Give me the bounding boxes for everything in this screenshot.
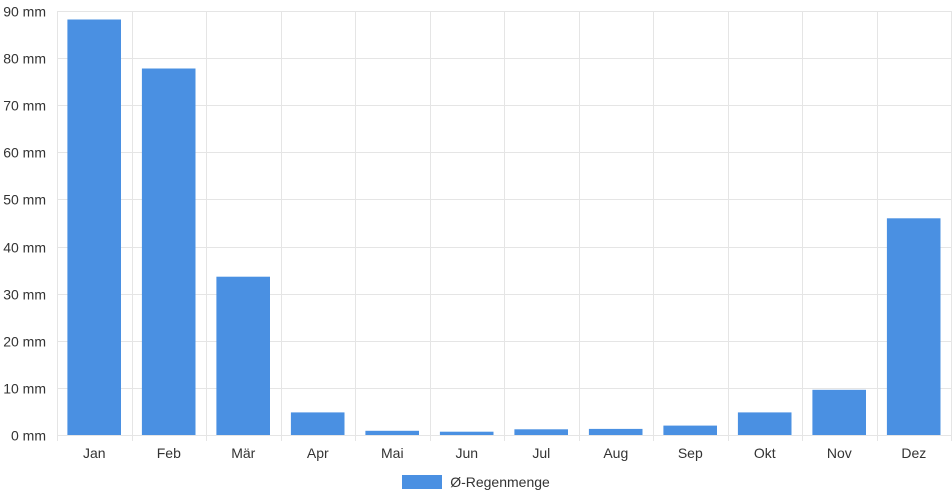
y-tick-label: 40 mm — [3, 240, 46, 256]
y-tick-label: 90 mm — [3, 4, 46, 20]
bar — [67, 19, 121, 435]
bar — [141, 68, 196, 435]
y-tick-label: 70 mm — [3, 98, 46, 114]
x-tick-label: Mär — [231, 445, 255, 461]
chart-canvas: 0 mm 10 mm 20 mm 30 mm 40 mm 50 mm 60 mm 70 mm 8… — [3, 4, 952, 461]
x-axis-ticks: Jan Feb Mär Apr Mai Jun Jul Aug Sep Okt Nov Dez — [83, 445, 926, 461]
y-tick-label: 20 mm — [3, 334, 46, 350]
x-tick-label: Aug — [603, 445, 628, 461]
bar — [812, 389, 866, 435]
y-tick-label: 0 mm — [11, 428, 46, 444]
legend-swatch — [402, 475, 443, 489]
legend-label: Ø-Regenmenge — [450, 474, 550, 490]
y-tick-label: 80 mm — [3, 51, 46, 67]
x-tick-label: Jan — [83, 445, 106, 461]
x-tick-label: Jul — [532, 445, 550, 461]
x-tick-label: Jun — [456, 445, 479, 461]
bar-layer — [67, 19, 941, 435]
x-tick-label: Nov — [827, 445, 852, 461]
bar — [514, 429, 568, 435]
bar — [886, 218, 941, 435]
bar — [365, 430, 419, 435]
bar — [439, 431, 494, 435]
y-axis-ticks: 0 mm 10 mm 20 mm 30 mm 40 mm 50 mm 60 mm 70 mm 8… — [3, 4, 46, 444]
bar — [588, 428, 643, 435]
x-tick-label: Mai — [381, 445, 404, 461]
x-tick-label: Apr — [307, 445, 329, 461]
y-tick-label: 60 mm — [3, 145, 46, 161]
x-tick-label: Sep — [678, 445, 703, 461]
bar — [290, 412, 345, 435]
y-tick-label: 10 mm — [3, 381, 46, 397]
bar — [216, 276, 270, 435]
x-tick-label: Feb — [157, 445, 181, 461]
legend[interactable]: Ø-Regenmenge — [0, 472, 952, 492]
x-tick-label: Dez — [901, 445, 926, 461]
bar — [663, 425, 717, 435]
y-tick-label: 30 mm — [3, 287, 46, 303]
x-tick-label: Okt — [754, 445, 776, 461]
y-tick-label: 50 mm — [3, 192, 46, 208]
bar — [737, 412, 792, 435]
